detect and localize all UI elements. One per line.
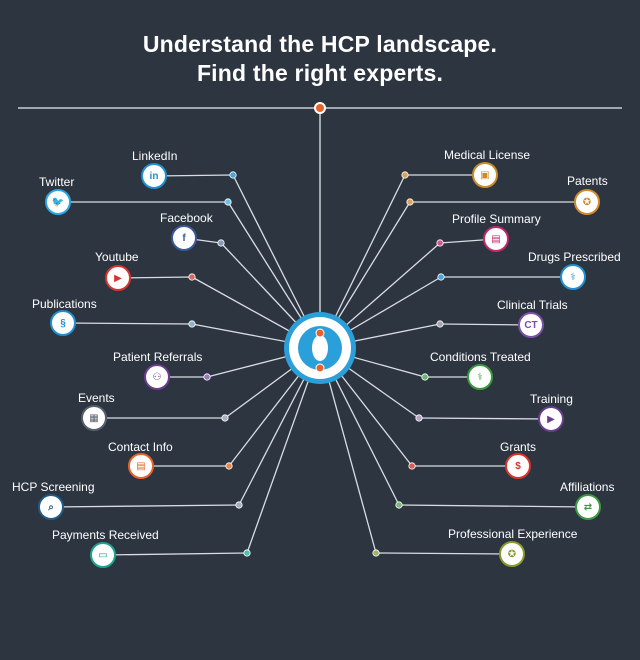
medical-license-icon[interactable]: ▣ <box>472 162 498 188</box>
dot-linkedin <box>229 171 237 179</box>
hub-logo <box>284 312 356 384</box>
label-profile-summary: Profile Summary <box>452 212 541 226</box>
dot-patient-referrals <box>203 373 211 381</box>
label-grants: Grants <box>500 440 537 454</box>
dot-facebook <box>217 239 225 247</box>
affiliations-icon[interactable]: ⇄ <box>575 494 601 520</box>
patents-icon[interactable]: ✪ <box>574 189 600 215</box>
label-twitter: Twitter <box>39 175 75 189</box>
dot-patents <box>406 198 414 206</box>
dot-contact-info <box>225 462 233 470</box>
label-training: Training <box>530 392 573 406</box>
dot-affiliations <box>395 501 403 509</box>
connector-hcp-screening <box>50 504 240 508</box>
connector-clinical-trials <box>439 323 532 326</box>
training-icon[interactable]: ▶ <box>538 406 564 432</box>
label-contact-info: Contact Info <box>108 440 173 454</box>
label-clinical-trials: Clinical Trials <box>497 298 568 312</box>
professional-experience-icon[interactable]: ✪ <box>499 541 525 567</box>
connector-linkedin <box>153 174 234 177</box>
page-title: Understand the HCP landscape. Find the r… <box>0 30 640 88</box>
twitter-icon[interactable]: 🐦 <box>45 189 71 215</box>
label-youtube: Youtube <box>95 250 139 264</box>
dot-drugs-prescribed <box>437 273 445 281</box>
dot-hcp-screening <box>235 501 243 509</box>
events-icon[interactable]: ▦ <box>81 405 107 431</box>
label-patient-referrals: Patient Referrals <box>113 350 203 364</box>
label-events: Events <box>78 391 115 405</box>
conditions-treated-icon[interactable]: ⚕ <box>467 364 493 390</box>
connector-affiliations <box>398 504 589 508</box>
patient-referrals-icon[interactable]: ⚇ <box>144 364 170 390</box>
spoke-payments-received <box>246 347 321 554</box>
label-facebook: Facebook <box>160 211 213 225</box>
label-patents: Patents <box>567 174 608 188</box>
connector-payments-received <box>102 552 248 556</box>
grants-icon[interactable]: $ <box>505 453 531 479</box>
facebook-icon[interactable]: f <box>171 225 197 251</box>
dot-youtube <box>188 273 196 281</box>
dot-events <box>221 414 229 422</box>
title-line-2: Find the right experts. <box>196 60 444 86</box>
connector-publications <box>62 322 193 325</box>
dot-clinical-trials <box>436 320 444 328</box>
dot-professional-experience <box>372 549 380 557</box>
dot-conditions-treated <box>421 373 429 381</box>
publications-icon[interactable]: § <box>50 310 76 336</box>
label-drugs-prescribed: Drugs Prescribed <box>528 250 621 264</box>
label-medical-license: Medical License <box>444 148 531 162</box>
drugs-prescribed-icon[interactable]: ⚕ <box>560 264 586 290</box>
label-linkedin: LinkedIn <box>132 149 178 163</box>
contact-info-icon[interactable]: ▤ <box>128 453 154 479</box>
dot-grants <box>408 462 416 470</box>
hcp-screening-icon[interactable]: ⌕ <box>38 494 64 520</box>
clinical-trials-icon[interactable]: CT <box>518 312 544 338</box>
linkedin-icon[interactable]: in <box>141 163 167 189</box>
dot-twitter <box>224 198 232 206</box>
profile-summary-icon[interactable]: ▤ <box>483 226 509 252</box>
label-affiliations: Affiliations <box>560 480 615 494</box>
youtube-icon[interactable]: ▶ <box>105 265 131 291</box>
connector-training <box>418 417 552 420</box>
dot-publications <box>188 320 196 328</box>
title-line-1: Understand the HCP landscape. <box>142 31 498 57</box>
top-junction-dot <box>314 102 326 114</box>
dot-profile-summary <box>436 239 444 247</box>
dot-medical-license <box>401 171 409 179</box>
connector-professional-experience <box>375 552 513 555</box>
dot-payments-received <box>243 549 251 557</box>
label-professional-experience: Professional Experience <box>448 527 578 541</box>
label-hcp-screening: HCP Screening <box>12 480 95 494</box>
label-publications: Publications <box>32 297 97 311</box>
label-payments-received: Payments Received <box>52 528 159 542</box>
payments-received-icon[interactable]: ▭ <box>90 542 116 568</box>
label-conditions-treated: Conditions Treated <box>430 350 531 364</box>
dot-training <box>415 414 423 422</box>
